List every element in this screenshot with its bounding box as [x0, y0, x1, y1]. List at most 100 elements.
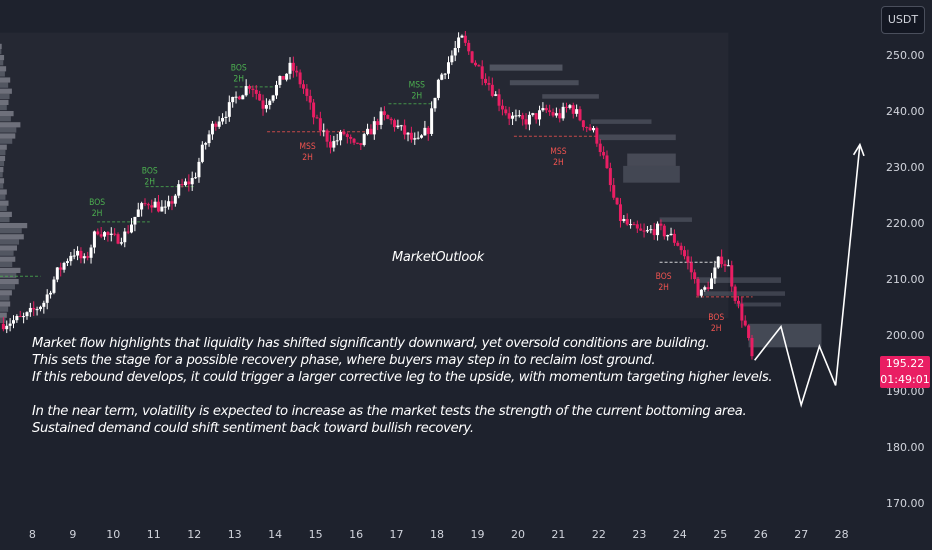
candle-body [484, 78, 488, 84]
candle-body [602, 152, 606, 156]
candle-body [194, 177, 198, 179]
x-axis[interactable]: 8 9 10 11 12 13 14 15 16 17 18 19 20 21 22 23 24 25 26 27 28 [29, 528, 849, 541]
candle-body [406, 132, 410, 135]
candle-body [96, 231, 100, 235]
candle-body [281, 75, 285, 80]
levels-layer [0, 86, 753, 298]
candle-body [521, 115, 525, 120]
zone [623, 165, 680, 183]
candle-body [123, 231, 127, 243]
x-tick-label: 22 [592, 528, 606, 541]
candle-body [497, 94, 501, 106]
zone [489, 64, 563, 71]
x-tick-label: 28 [835, 528, 849, 541]
volume-bar [0, 205, 7, 211]
candle-body [18, 316, 22, 318]
candle-body [251, 88, 255, 90]
volume-bar [0, 312, 7, 318]
candle-body [254, 89, 258, 94]
candle-body [693, 272, 697, 280]
currency-button[interactable]: USDT [881, 6, 925, 34]
candle-body [399, 125, 403, 127]
candle-body [436, 79, 440, 98]
candle-body [295, 70, 299, 73]
volume-bar [0, 93, 10, 99]
candle-body [423, 127, 427, 136]
candle-body [730, 265, 734, 287]
candle-body [345, 134, 349, 137]
zone [598, 134, 676, 141]
candles-layer [1, 31, 754, 360]
candle-body [210, 123, 214, 135]
candle-body [676, 242, 680, 246]
commentary-line: This sets the stage for a possible recov… [32, 353, 656, 368]
candle-body [376, 121, 380, 125]
candle-body [558, 113, 562, 119]
candle-body [52, 279, 56, 293]
candle-body [156, 201, 160, 212]
volume-bar [0, 122, 21, 128]
commentary-line: In the near term, volatility is expected… [32, 404, 747, 419]
candle-body [177, 184, 181, 196]
structure-label-line: MSS [299, 142, 315, 152]
candle-body [706, 287, 710, 290]
candle-body [335, 140, 339, 142]
volume-bar [0, 161, 5, 167]
y-tick-label: 170.00 [886, 497, 925, 510]
candle-body [470, 51, 474, 63]
structure-label-line: 2H [233, 75, 244, 85]
x-tick-label: 17 [390, 528, 404, 541]
candle-body [146, 204, 150, 206]
candle-body [538, 110, 542, 120]
candle-body [524, 119, 528, 125]
y-tick-label: 200.00 [886, 329, 925, 342]
candle-body [396, 125, 400, 128]
x-tick-label: 20 [511, 528, 525, 541]
volume-profile [0, 43, 28, 323]
candle-body [126, 231, 130, 233]
y-tick-label: 210.00 [886, 273, 925, 286]
volume-bar [0, 228, 22, 234]
candle-body [652, 229, 656, 236]
watermark: MarketOutlook [392, 250, 484, 265]
structure-label: MSS 2H [550, 147, 566, 168]
y-axis[interactable]: 170.00 180.00 190.00 200.00 210.00 220.00 230.… [886, 49, 925, 510]
candle-body [49, 292, 53, 295]
candle-body [99, 234, 103, 237]
candle-body [666, 235, 670, 237]
candle-body [430, 108, 434, 134]
candle-body [28, 307, 32, 313]
candle-body [659, 223, 663, 226]
candle-body [369, 128, 373, 135]
structure-label-line: BOS [89, 198, 105, 208]
candle-body [541, 108, 545, 111]
candle-body [170, 201, 174, 204]
candle-body [480, 66, 484, 79]
candle-body [355, 142, 359, 144]
candle-body [136, 209, 140, 217]
x-tick-label: 27 [794, 528, 808, 541]
candle-body [689, 262, 693, 273]
candle-body [231, 96, 235, 103]
volume-bar [0, 290, 12, 296]
candle-body [167, 201, 171, 207]
candle-body [173, 195, 177, 204]
candle-body [473, 62, 477, 66]
volume-bar [0, 55, 5, 61]
volume-bar [0, 111, 14, 117]
candle-body [699, 289, 703, 296]
candle-body [366, 128, 370, 135]
candle-body [315, 117, 319, 119]
candle-body [403, 125, 407, 135]
volume-bar [0, 211, 12, 217]
candle-body [605, 155, 609, 169]
candle-body [214, 123, 218, 127]
volume-bar [0, 234, 24, 240]
candle-body [672, 233, 676, 243]
volume-bar [0, 77, 11, 83]
candle-body [35, 309, 39, 311]
last-price: 195.22 [885, 357, 925, 370]
candle-body [565, 106, 569, 108]
